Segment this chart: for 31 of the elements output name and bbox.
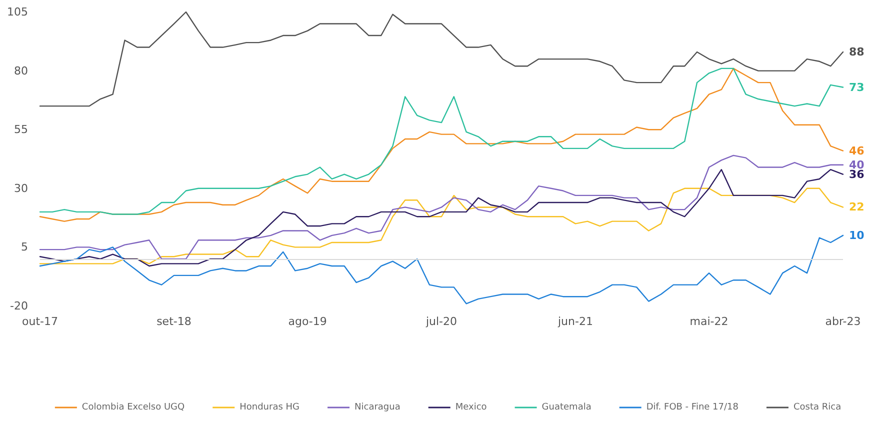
x-tick-label: jul-20 [424, 315, 458, 328]
y-tick-label: 80 [14, 64, 28, 78]
legend-label: Colombia Excelso UGQ [82, 402, 185, 412]
x-tick-label: out-17 [22, 315, 58, 328]
x-tick-label: mai-22 [690, 315, 728, 328]
data-label: 46 [849, 144, 865, 158]
x-tick-label: jun-21 [556, 315, 593, 328]
y-tick-label: 30 [14, 182, 28, 195]
data-label: 10 [849, 228, 865, 242]
legend-label: Nicaragua [354, 402, 400, 412]
y-tick-label: 55 [14, 123, 28, 136]
x-tick-label: abr-23 [825, 315, 861, 328]
line-series [39, 188, 844, 264]
data-label: 36 [849, 168, 865, 181]
line-series [39, 154, 844, 260]
x-tick-label: set-18 [156, 315, 192, 328]
legend-label: Costa Rica [793, 402, 842, 412]
y-tick-label: 105 [7, 6, 28, 18]
line-series [39, 234, 844, 304]
y-tick-label: -20 [10, 300, 28, 312]
line-series [39, 11, 844, 107]
line-series [39, 168, 844, 267]
y-tick-label: 5 [21, 240, 28, 254]
data-label: 88 [849, 45, 864, 58]
data-label: 73 [849, 80, 864, 94]
legend-label: Honduras HG [240, 402, 300, 412]
data-label: 22 [849, 200, 864, 214]
legend-label: Mexico [455, 402, 488, 412]
legend-label: Dif. FOB - Fine 17/18 [646, 402, 739, 412]
legend-label: Guatemala [542, 402, 592, 412]
x-tick-label: ago-19 [288, 315, 327, 328]
